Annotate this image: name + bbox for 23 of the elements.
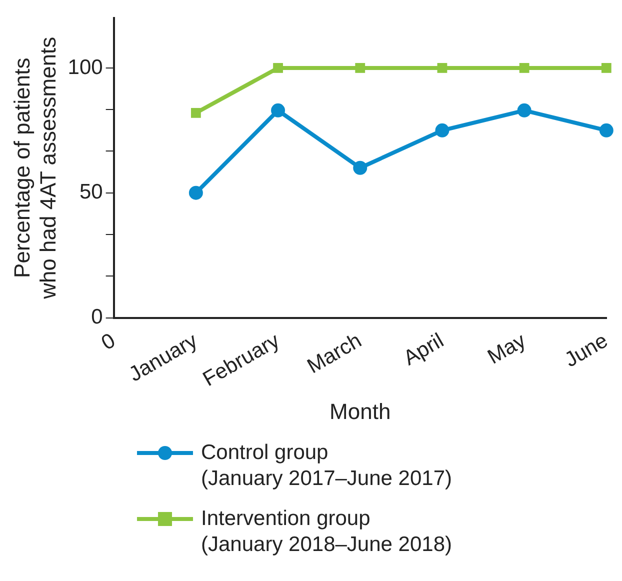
point [601,63,612,73]
x-axis-title: Month [330,398,391,424]
x-tick-label: 0 [98,329,120,355]
point [273,63,283,73]
y-tick-label: 0 [91,306,103,329]
point [599,123,614,138]
point [437,63,448,73]
point [517,103,532,118]
y-tick-label: 50 [79,180,103,204]
point [271,103,286,118]
x-tick-label: May [484,328,530,369]
point [355,63,366,73]
point [188,186,203,200]
x-tick-label: April [400,329,448,370]
y-axis-title: Percentage of patients who had 4AT assessments [9,36,61,300]
point [190,108,201,118]
point [353,160,368,175]
legend-label: Intervention group (January 2018–June 2018) [201,506,452,558]
point [435,123,450,138]
point [519,63,530,73]
legend-label: Control group (January 2017–June 2017) [201,440,452,492]
x-tick-label: June [560,329,612,372]
y-tick-label: 100 [68,56,103,79]
